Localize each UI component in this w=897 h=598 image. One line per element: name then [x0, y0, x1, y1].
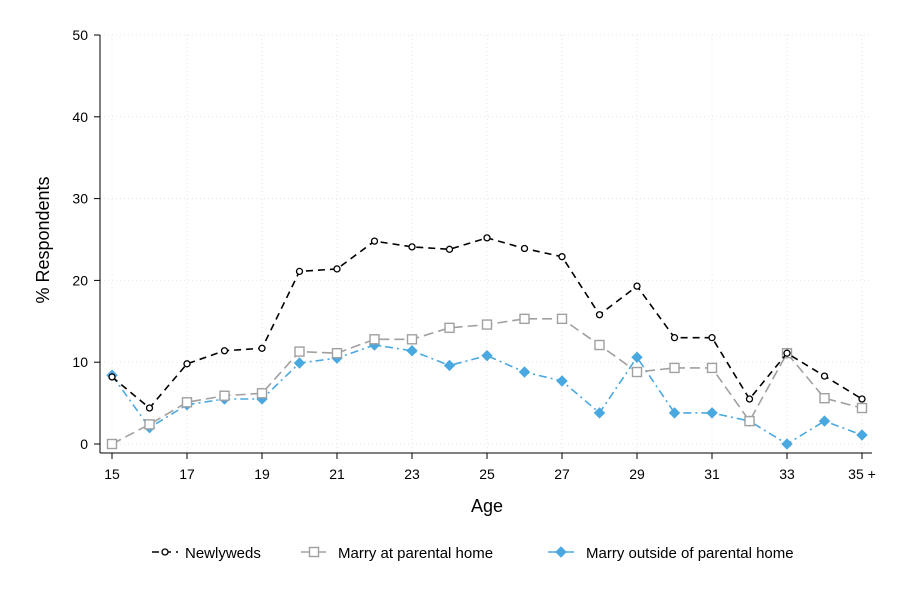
- x-axis-ticks: 15 17 19 21 23 25 27 29 31 33 35 +: [104, 453, 876, 482]
- series-newlyweds: [108, 234, 866, 412]
- data-point: [856, 402, 868, 414]
- data-point: [633, 282, 641, 290]
- x-tick-label: 17: [179, 466, 195, 482]
- data-point: [183, 360, 191, 368]
- data-point: [520, 244, 529, 253]
- x-tick-label: 23: [404, 466, 420, 482]
- data-point: [858, 395, 866, 403]
- data-point: [670, 334, 679, 342]
- data-point: [820, 372, 829, 380]
- y-tick-label: 50: [72, 27, 88, 43]
- data-point: [481, 319, 493, 330]
- legend-item: Marry at parental home: [301, 545, 493, 562]
- data-point: [445, 245, 454, 253]
- data-point: [781, 438, 793, 450]
- y-tick-label: 30: [72, 191, 88, 207]
- data-point: [744, 415, 755, 427]
- y-axis-title: % Respondents: [33, 176, 53, 303]
- data-point: [333, 265, 341, 273]
- legend-marker: [308, 546, 320, 558]
- data-point: [108, 373, 116, 381]
- y-tick-label: 20: [72, 272, 88, 288]
- data-point: [220, 347, 229, 355]
- data-point: [706, 407, 718, 419]
- legend-item: Marry outside of parental home: [548, 545, 794, 562]
- data-point: [631, 351, 643, 363]
- data-point: [669, 362, 680, 374]
- y-tick-label: 40: [72, 109, 88, 125]
- data-point: [481, 349, 493, 362]
- x-tick-label: 19: [254, 466, 270, 482]
- data-point: [631, 366, 643, 378]
- legend-item: Newlyweds: [152, 545, 261, 562]
- y-tick-label: 0: [80, 436, 88, 452]
- data-point: [294, 346, 305, 357]
- x-axis-title: Age: [471, 496, 503, 516]
- data-point: [819, 392, 830, 404]
- data-point: [145, 404, 154, 412]
- data-point: [370, 237, 379, 245]
- data-point: [556, 313, 568, 325]
- data-point: [556, 375, 568, 387]
- x-tick-label: 33: [779, 466, 795, 482]
- y-axis-ticks: 0 10 20 30 40 50: [72, 27, 100, 452]
- data-point: [408, 243, 416, 251]
- data-point: [258, 344, 266, 352]
- data-point: [594, 339, 605, 351]
- data-point: [745, 395, 754, 403]
- x-tick-label: 35 +: [848, 466, 876, 482]
- data-point: [706, 362, 718, 374]
- data-point: [295, 267, 304, 276]
- data-point: [708, 334, 716, 342]
- data-point: [856, 429, 868, 441]
- x-tick-label: 27: [554, 466, 570, 482]
- data-point: [593, 407, 606, 419]
- legend: Newlyweds Marry at parental home Marry out…: [152, 545, 794, 562]
- data-point: [406, 345, 418, 357]
- y-tick-label: 10: [72, 354, 88, 370]
- data-point: [293, 357, 306, 369]
- data-point: [668, 407, 681, 419]
- data-point: [818, 415, 831, 427]
- legend-label: Marry at parental home: [338, 545, 493, 562]
- x-tick-label: 15: [104, 466, 120, 482]
- data-point: [181, 397, 193, 408]
- data-point: [144, 419, 155, 430]
- x-tick-label: 31: [704, 466, 720, 482]
- data-point: [783, 349, 791, 357]
- data-point: [443, 359, 456, 372]
- legend-label: Newlyweds: [185, 545, 261, 562]
- data-point: [106, 438, 118, 450]
- data-point: [369, 334, 380, 345]
- data-point: [595, 311, 604, 319]
- x-tick-label: 29: [629, 466, 645, 482]
- data-point: [519, 313, 530, 325]
- data-point: [518, 366, 531, 378]
- series-layer: [106, 234, 868, 450]
- data-point: [406, 334, 418, 345]
- data-point: [444, 322, 455, 334]
- legend-marker: [161, 548, 169, 556]
- legend-marker: [555, 546, 567, 558]
- series-marry-at-parental-home: [106, 313, 868, 450]
- legend-label: Marry outside of parental home: [586, 545, 794, 562]
- series-line: [111, 344, 863, 445]
- axes: [99, 35, 872, 454]
- x-tick-label: 25: [479, 466, 495, 482]
- data-point: [331, 348, 343, 359]
- x-tick-label: 21: [329, 466, 345, 482]
- data-point: [483, 234, 491, 242]
- data-point: [256, 388, 268, 399]
- series-marry-outside-of-parental-home: [106, 339, 868, 450]
- data-point: [558, 253, 566, 261]
- data-point: [219, 390, 230, 401]
